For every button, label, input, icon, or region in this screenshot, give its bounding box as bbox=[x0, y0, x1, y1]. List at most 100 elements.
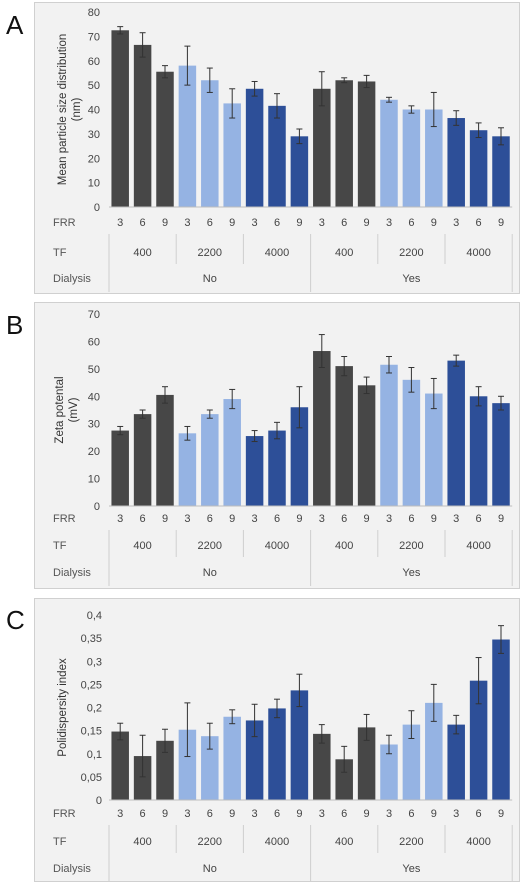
chart-3-bar bbox=[447, 724, 465, 800]
chart-3-bar bbox=[402, 724, 421, 800]
chart-1-tf-label: 2200 bbox=[198, 247, 222, 259]
chart-1-y-tick-label: 80 bbox=[88, 7, 100, 19]
chart-2-frr-label: 9 bbox=[431, 513, 437, 525]
chart-3-y-tick-label: 0,15 bbox=[81, 726, 102, 738]
chart-2-bar bbox=[492, 403, 510, 506]
chart-2-bar bbox=[313, 351, 331, 506]
chart-3-bar bbox=[245, 720, 264, 800]
chart-3-y-axis-label: Polidispersity index bbox=[57, 658, 69, 757]
chart-1-bar bbox=[402, 109, 421, 207]
chart-3-frr-label: 3 bbox=[453, 808, 459, 820]
chart-3-bar bbox=[268, 708, 286, 800]
chart-2-frr-label: 9 bbox=[229, 513, 235, 525]
chart-2-frr-label: 3 bbox=[252, 513, 258, 525]
chart-1-y-tick-label: 20 bbox=[88, 153, 100, 165]
chart-2-bar bbox=[402, 379, 421, 506]
chart-1-bar bbox=[201, 80, 219, 207]
chart-1-frr-label: 6 bbox=[341, 217, 347, 229]
chart-3-bar bbox=[469, 680, 488, 800]
chart-2-frr-label: 3 bbox=[117, 513, 123, 525]
chart-2-frr-label: 9 bbox=[364, 513, 370, 525]
chart-1-frr-label: 6 bbox=[207, 217, 213, 229]
chart-2-y-tick-label: 40 bbox=[88, 391, 100, 403]
chart-1-bar bbox=[425, 109, 443, 207]
chart-1-y-tick-label: 70 bbox=[88, 31, 100, 43]
chart-1-frr-label: 9 bbox=[431, 217, 437, 229]
chart-1-bar bbox=[313, 88, 331, 207]
chart-3-frr-label: 9 bbox=[431, 808, 437, 820]
chart-3-bar bbox=[156, 740, 174, 800]
chart-1-dialysis-label: No bbox=[203, 273, 217, 285]
chart-2-y-tick-label: 20 bbox=[88, 446, 100, 458]
chart-3-bar bbox=[335, 759, 353, 800]
chart-1-frr-label: 3 bbox=[386, 217, 392, 229]
chart-2-frr-label: 9 bbox=[296, 513, 302, 525]
chart-3-frr-label: 9 bbox=[162, 808, 168, 820]
chart-2-row-label-tf: TF bbox=[53, 540, 67, 552]
chart-1-y-tick-label: 50 bbox=[88, 80, 100, 92]
chart-2-dialysis-label: Yes bbox=[402, 567, 420, 579]
chart-1-bar bbox=[133, 44, 152, 207]
chart-1-frr-label: 3 bbox=[319, 217, 325, 229]
chart-2-bar bbox=[178, 433, 197, 506]
chart-3-y-tick-label: 0,1 bbox=[87, 749, 102, 761]
chart-3-bar bbox=[111, 731, 129, 800]
chart-1-y-axis-label: Mean particle size distribution (nm) bbox=[57, 34, 83, 186]
chart-1-frr-label: 9 bbox=[162, 217, 168, 229]
chart-1-frr-label: 9 bbox=[229, 217, 235, 229]
chart-1-y-tick-label: 0 bbox=[94, 202, 100, 214]
chart-1-bar bbox=[268, 105, 286, 207]
chart-3-bar bbox=[380, 744, 398, 800]
chart-2-y-tick-label: 70 bbox=[88, 309, 100, 321]
chart-1-bar bbox=[469, 130, 488, 207]
chart-2-tf-label: 2200 bbox=[399, 540, 423, 552]
chart-2-bar bbox=[425, 393, 443, 506]
chart-2-bar bbox=[290, 407, 309, 506]
chart-3-frr-label: 3 bbox=[117, 808, 123, 820]
chart-2-tf-label: 400 bbox=[335, 540, 353, 552]
chart-1-bar bbox=[178, 65, 197, 207]
chart-2-y-tick-label: 50 bbox=[88, 364, 100, 376]
chart-3-frr-label: 3 bbox=[319, 808, 325, 820]
chart-1-frr-label: 9 bbox=[498, 217, 504, 229]
chart-1-frr-label: 6 bbox=[274, 217, 280, 229]
chart-3-frr-label: 9 bbox=[498, 808, 504, 820]
chart-2-bar bbox=[335, 366, 353, 506]
chart-2-bar bbox=[469, 396, 488, 506]
chart-3-frr-label: 9 bbox=[296, 808, 302, 820]
chart-2-frr-label: 3 bbox=[386, 513, 392, 525]
chart-1-frr-label: 6 bbox=[408, 217, 414, 229]
chart-3-bar bbox=[290, 690, 309, 800]
chart-3-dialysis-label: Yes bbox=[402, 863, 420, 875]
panel-letter-c: C bbox=[6, 605, 25, 635]
chart-1-frr-label: 6 bbox=[140, 217, 146, 229]
chart-2-bar bbox=[268, 430, 286, 506]
chart-3-dialysis-label: No bbox=[203, 863, 217, 875]
chart-2-row-label-dialysis: Dialysis bbox=[53, 567, 91, 579]
chart-1-frr-label: 3 bbox=[117, 217, 123, 229]
chart-3-y-tick-label: 0,05 bbox=[81, 772, 102, 784]
chart-2-y-tick-label: 0 bbox=[94, 501, 100, 513]
chart-2-bar bbox=[111, 430, 129, 506]
chart-3-frr-label: 6 bbox=[140, 808, 146, 820]
chart-1-frr-label: 3 bbox=[252, 217, 258, 229]
chart-1-tf-label: 4000 bbox=[265, 247, 289, 259]
chart-1-bar bbox=[156, 71, 174, 207]
chart-2-tf-label: 400 bbox=[133, 540, 151, 552]
chart-1-tf-label: 400 bbox=[335, 247, 353, 259]
chart-2-frr-label: 3 bbox=[184, 513, 190, 525]
chart-2-bar bbox=[223, 399, 241, 506]
chart-3-y-tick-label: 0,35 bbox=[81, 633, 102, 645]
panel-letter-b: B bbox=[6, 310, 24, 340]
chart-2-frr-label: 6 bbox=[140, 513, 146, 525]
chart-3-y-tick-label: 0,25 bbox=[81, 679, 102, 691]
chart-1-bar bbox=[380, 99, 398, 207]
chart-3-frr-label: 3 bbox=[184, 808, 190, 820]
chart-1-frr-label: 9 bbox=[364, 217, 370, 229]
chart-1-dialysis-label: Yes bbox=[402, 273, 420, 285]
chart-3-y-tick-label: 0,2 bbox=[87, 703, 102, 715]
chart-3-tf-label: 400 bbox=[335, 836, 353, 848]
chart-3-frr-label: 6 bbox=[274, 808, 280, 820]
chart-2-dialysis-label: No bbox=[203, 567, 217, 579]
